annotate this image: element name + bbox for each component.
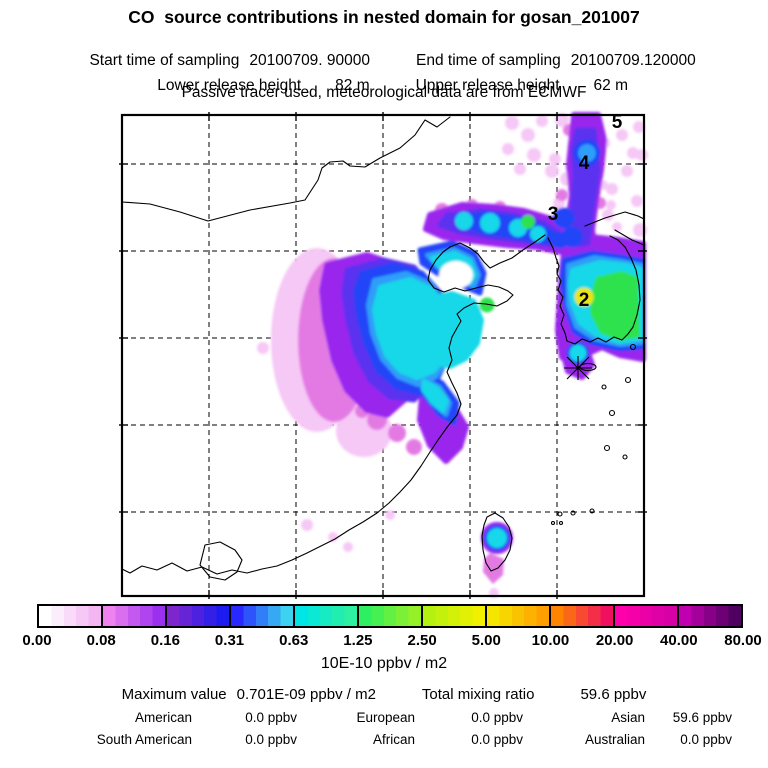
maximum-value-label: Maximum value (121, 686, 227, 703)
colorbar-segment (167, 606, 231, 626)
regions-row-2: South American 0.0 ppbv African 0.0 ppbv Aus… (42, 732, 732, 747)
lower-release-value: 82 m (335, 77, 370, 94)
colorbar-tick-label: 0.00 (22, 632, 52, 649)
colorbar-segment (487, 606, 551, 626)
lower-release-label: Lower release height (157, 77, 302, 94)
colorbar-tick-label: 0.08 (86, 632, 116, 649)
colorbar-segment (231, 606, 295, 626)
region-value: 0.0 ppbv (680, 732, 732, 747)
region-name: Australian (584, 732, 645, 747)
end-time-label: End time of sampling (416, 52, 561, 69)
region-value: 0.0 ppbv (471, 732, 523, 747)
colorbar-segment (551, 606, 615, 626)
region-name: South American (96, 732, 192, 747)
colorbar-tick-label: 10.00 (531, 632, 570, 649)
colorbar-tick-label: 0.63 (279, 632, 309, 649)
release-point-label-2: 2 (579, 290, 590, 311)
start-time-label: Start time of sampling (89, 52, 240, 69)
maximum-value: 0.701E-09 ppbv / m2 (236, 686, 376, 703)
colorbar-ticks: 0.00 0.08 0.16 0.31 0.63 1.25 2.50 5.00 10.00 20.… (22, 632, 761, 649)
total-mixing-ratio-label: Total mixing ratio (421, 686, 535, 703)
upper-release-label: Upper release height (415, 77, 560, 94)
colorbar-tick-label: 0.16 (150, 632, 180, 649)
colorbar-segment (423, 606, 487, 626)
stats-summary-row: Maximum value 0.701E-09 ppbv / m2 Total mi… (0, 686, 768, 703)
sampling-times-line: Start time of sampling 20100709. 90000 End… (0, 34, 768, 88)
end-time-value: 20100709.120000 (570, 52, 696, 69)
upper-release-value: 62 m (593, 77, 628, 94)
coastlines (121, 116, 645, 581)
colorbar-tick-label: 1.25 (343, 632, 373, 649)
receptor-star-marker (564, 356, 592, 380)
colorbar-tick-label: 80.00 (724, 632, 762, 649)
colorbar-segment (39, 606, 103, 626)
colorbar-tick-label: 40.00 (660, 632, 698, 649)
release-point-label-4: 4 (579, 153, 590, 174)
region-name: American (134, 710, 192, 725)
region-value: 0.0 ppbv (245, 732, 297, 747)
release-point-labels: 2 3 4 5 (548, 112, 623, 311)
region-value: 59.6 ppbv (672, 710, 732, 725)
map-panel: 2 3 4 5 (119, 112, 648, 599)
start-time-value: 20100709. 90000 (249, 52, 371, 69)
map-frame (119, 112, 647, 599)
colorbar-tick-label: 0.31 (214, 632, 245, 649)
colorbar-tick-label: 5.00 (471, 632, 501, 649)
colorbar-tick-label: 2.50 (407, 632, 437, 649)
colorbar-segment (615, 606, 679, 626)
colorbar-segment (295, 606, 359, 626)
tracer-info-line: Passive tracer used, meteorological data… (181, 84, 587, 101)
colorbar-tick-label: 20.00 (595, 632, 634, 649)
colorbar-segment (103, 606, 167, 626)
region-value: 0.0 ppbv (245, 710, 297, 725)
concentration-plume (257, 112, 648, 598)
page-title: CO source contributions in nested domain… (128, 7, 640, 27)
region-name: Asian (611, 710, 645, 725)
total-mixing-ratio-value: 59.6 ppbv (580, 686, 647, 703)
colorbar-unit-label: 10E-10 ppbv / m2 (320, 655, 448, 672)
colorbar-segment (679, 606, 741, 626)
map-svg: 2 3 4 5 (119, 112, 648, 599)
hotspot-yellow (574, 287, 594, 307)
region-value: 0.0 ppbv (471, 710, 523, 725)
release-point-label-3: 3 (548, 204, 559, 225)
colorbar-segment (359, 606, 423, 626)
release-point-label-5: 5 (612, 112, 623, 133)
region-name: European (356, 710, 415, 725)
colorbar-gradient (37, 604, 743, 628)
regions-row-1: American 0.0 ppbv European 0.0 ppbv Asian 59.… (42, 710, 732, 725)
release-heights-line: Lower release height 82 m Upper release he… (0, 59, 768, 113)
region-name: African (372, 732, 415, 747)
